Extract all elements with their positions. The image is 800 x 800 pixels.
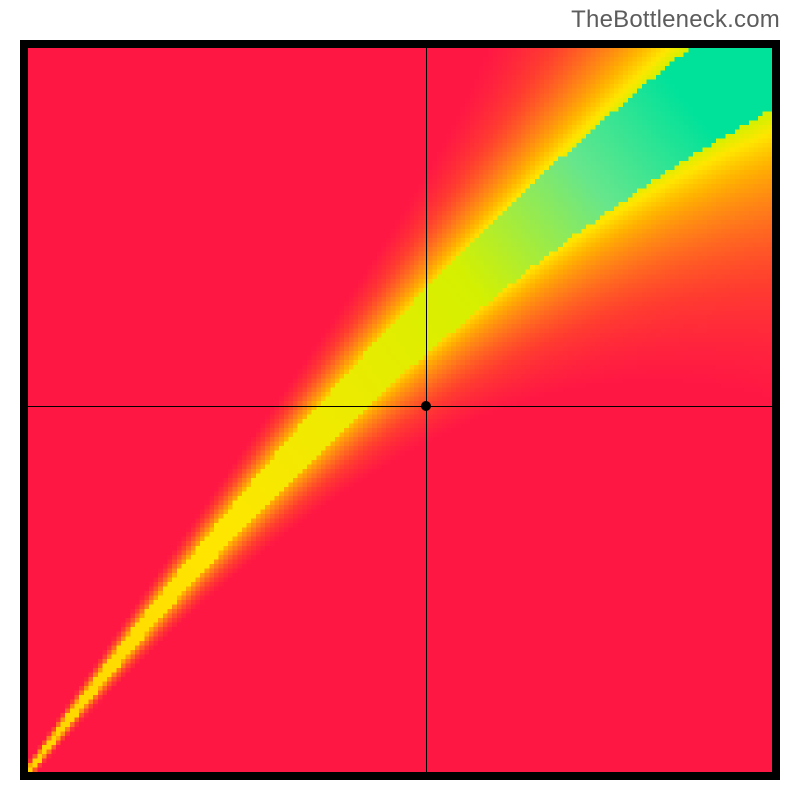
chart-frame: { "watermark": "TheBottleneck.com", "wat… [0,0,800,800]
crosshair-horizontal [28,406,772,407]
crosshair-point [421,401,431,411]
watermark-text: TheBottleneck.com [571,6,780,34]
bottleneck-heatmap [28,48,772,772]
